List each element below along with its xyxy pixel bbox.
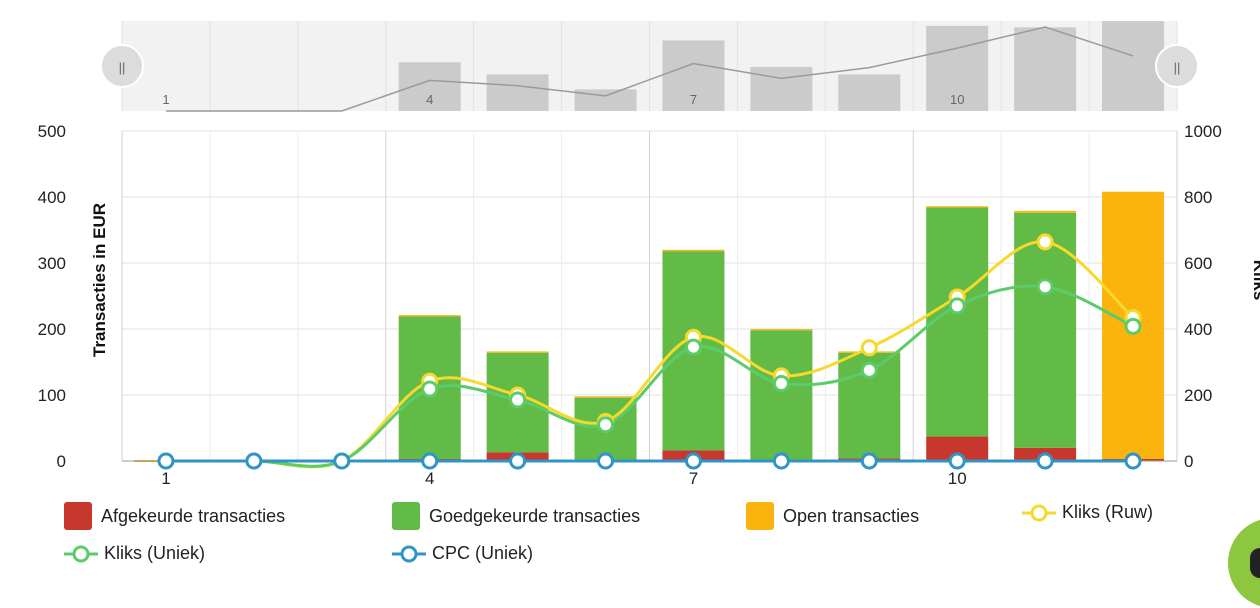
navigator-bar [662,40,725,111]
x-tick-label: 1 [161,469,170,488]
navigator-bar [1014,27,1077,112]
series-point [421,380,439,398]
series-point [948,297,966,315]
series-point [597,416,615,434]
navigator-tick-label: 10 [950,92,964,107]
bar-segment [574,396,637,398]
bar-segment [926,206,989,208]
series-point [509,452,527,470]
navigator-bar [486,74,549,111]
legend-label: Afgekeurde transacties [101,505,286,526]
series-point [509,391,527,409]
navigator-handle-right[interactable]: || [1155,44,1199,88]
series-point [1036,233,1054,251]
legend-label: Kliks (Uniek) [104,543,206,563]
series-point [860,361,878,379]
handle-knob [1155,44,1199,88]
series-point [1124,452,1142,470]
series-point [948,452,966,470]
navigator-handle-left[interactable]: || [100,44,144,88]
y-right-tick-label: 0 [1184,452,1193,471]
series-point [597,452,615,470]
legend-label: Open transacties [783,505,920,526]
series-point [1036,278,1054,296]
y-right-tick-label: 1000 [1184,122,1222,141]
y-tick-label: 500 [38,122,66,141]
bar-segment [750,330,813,460]
legend-line-swatch [64,545,98,562]
navigator-tick-label: 7 [690,92,697,107]
navigator-line [165,26,1134,112]
series-point [1124,317,1142,335]
legend-label: Kliks (Ruw) [1062,502,1154,522]
legend-swatch [746,502,774,530]
series-point [684,452,702,470]
series-point [860,339,878,357]
y-tick-label: 300 [38,254,66,273]
y-right-tick-label: 600 [1184,254,1212,273]
series-point [772,452,790,470]
bar-segment [398,315,461,317]
combo-chart: 1 4 7 10 || || 0 100 200 300 400 500 0 200 400 600 800 1… [38,21,1260,488]
navigator-bar [398,62,461,111]
y-tick-label: 200 [38,320,66,339]
y-tick-label: 0 [57,452,66,471]
y-axis-right-title: Kliks [1250,260,1260,301]
series-point [421,452,439,470]
plot-area: 0 100 200 300 400 500 0 200 400 600 800 1000 1 4 7 10 [38,122,1222,488]
navigator-tick-label: 1 [162,92,169,107]
legend-line-swatch [1022,504,1056,521]
series-point [1036,452,1054,470]
y-axis-title: Transacties in EUR [90,203,109,357]
legend-swatch [64,502,92,530]
chat-icon [1250,548,1260,578]
navigator-bar [750,66,813,111]
legend-item[interactable]: Kliks (Ruw) [1022,502,1153,523]
legend-item[interactable]: Open transacties [746,502,919,530]
x-tick-label: 10 [948,469,967,488]
series-point [157,452,175,470]
bar-segment [1014,210,1077,213]
navigator-bar [1102,21,1165,111]
x-tick-label: 7 [689,469,698,488]
handle-knob [100,44,144,88]
series-point [245,452,263,470]
bar-segment [486,351,549,353]
series-point [333,452,351,470]
legend-item[interactable]: Goedgekeurde transacties [392,502,640,530]
x-tick-label: 4 [425,469,434,488]
legend-item[interactable]: CPC (Uniek) [392,543,533,564]
bar-segment [926,207,989,437]
bar-segment [662,249,725,252]
y-tick-label: 400 [38,188,66,207]
navigator-bar [926,25,989,111]
navigator-tick-label: 4 [426,92,433,107]
legend-label: Goedgekeurde transacties [429,505,641,526]
chart-legend: Afgekeurde transacties Goedgekeurde trans… [0,494,1260,578]
series-point [772,374,790,392]
series-point [684,338,702,356]
y-right-tick-label: 200 [1184,386,1212,405]
navigator-bar [838,74,901,111]
y-right-tick-label: 400 [1184,320,1212,339]
handle-grip-icon: || [1174,60,1181,75]
handle-grip-icon: || [119,60,126,75]
legend-label: CPC (Uniek) [432,543,534,563]
series-point [860,452,878,470]
y-right-tick-label: 800 [1184,188,1212,207]
range-navigator[interactable]: 1 4 7 10 || || [100,21,1199,112]
legend-line-swatch [392,545,426,562]
legend-item[interactable]: Afgekeurde transacties [64,502,285,530]
bar-segment [750,329,813,331]
legend-swatch [392,502,420,530]
y-tick-label: 100 [38,386,66,405]
legend-item[interactable]: Kliks (Uniek) [64,543,205,564]
